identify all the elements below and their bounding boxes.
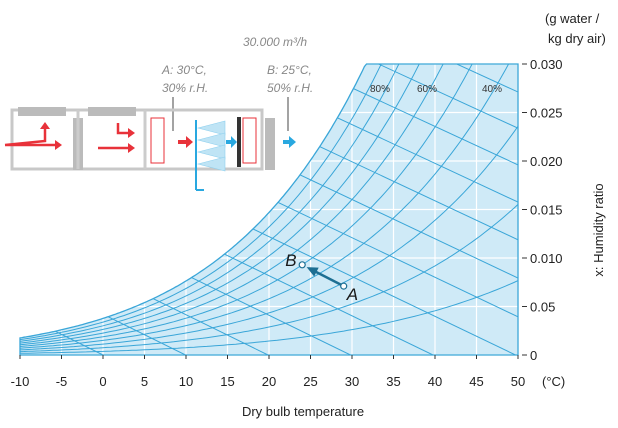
heating-coil-1	[150, 117, 165, 164]
process-line	[298, 261, 348, 290]
y-tick-label: 0.010	[530, 251, 563, 266]
x-unit-label: (°C)	[542, 374, 565, 389]
rh-curve	[20, 204, 518, 353]
point-b-label: B	[285, 251, 296, 270]
damper-top-2	[88, 107, 136, 116]
rh-curve	[20, 64, 518, 342]
x-tick-label: 35	[386, 374, 400, 389]
x-tick-label: 5	[141, 374, 148, 389]
x-tick-label: 40	[428, 374, 442, 389]
y-tick-label: 0.025	[530, 106, 563, 121]
state-a-line2: 30% r.H.	[162, 81, 208, 95]
x-tick-label: 15	[220, 374, 234, 389]
rh-curve	[20, 64, 518, 346]
y-unit-line1: (g water /	[545, 11, 600, 26]
enthalpy-line	[336, 64, 518, 355]
chart-outline	[19, 63, 519, 356]
y-tick-label: 0.020	[530, 154, 563, 169]
x-tick-label: -10	[11, 374, 30, 389]
axes: -10 -5 0 5 10 15 20 25 30 35 40 45 50 0 0.05 0.010 0.015…	[11, 57, 563, 389]
rh-label-40: 40%	[482, 84, 502, 95]
process-arrow-line	[313, 269, 345, 288]
state-b-line2: 50% r.H.	[267, 81, 313, 95]
spray-nozzles	[196, 120, 226, 172]
point-a-label: A	[346, 285, 358, 304]
warm-air-arrows	[4, 123, 130, 150]
eliminator	[237, 117, 241, 167]
rh-label-60: 60%	[417, 84, 437, 95]
point-a-marker	[340, 282, 348, 290]
airflow-label: 30.000 m³/h	[243, 35, 307, 49]
heating-coil-2	[242, 117, 257, 164]
y-tick-label: 0.05	[530, 300, 555, 315]
air-handling-unit-diagram: 30.000 m³/h A: 30°C, 30% r.H. B: 25°C, 5…	[4, 35, 313, 191]
x-tick-label: 25	[303, 374, 317, 389]
y-unit-line2: kg dry air)	[548, 31, 606, 46]
point-b-marker	[298, 261, 306, 269]
rh-curve	[20, 64, 518, 349]
x-axis-title: Dry bulb temperature	[242, 404, 364, 419]
rh-curve	[20, 280, 518, 354]
rh-curve	[20, 64, 518, 344]
process-arrow-head	[306, 267, 319, 277]
x-tick-label: -5	[56, 374, 68, 389]
rh-curve	[20, 126, 518, 351]
damper-top-1	[18, 107, 66, 116]
state-a-line1: A: 30°C,	[161, 63, 207, 77]
x-tick-label: 45	[469, 374, 483, 389]
y-tick-label: 0.030	[530, 57, 563, 72]
y-tick-label: 0.015	[530, 203, 563, 218]
rh-curve	[20, 64, 518, 347]
cool-air-arrows	[226, 136, 296, 148]
state-b-line1: B: 25°C,	[267, 63, 312, 77]
filter	[265, 118, 275, 170]
x-tick-label: 50	[511, 374, 525, 389]
enthalpy-line	[20, 64, 269, 355]
x-tick-label: 0	[99, 374, 106, 389]
enthalpy-line	[20, 64, 21, 355]
enthalpy-line	[20, 64, 104, 355]
x-tick-label: 30	[345, 374, 359, 389]
y-axis-title: x: Humidity ratio	[591, 183, 606, 276]
enthalpy-line	[258, 64, 518, 355]
x-tick-label: 20	[262, 374, 276, 389]
x-tick-label: 10	[179, 374, 193, 389]
rh-curve	[20, 64, 518, 341]
y-tick-label: 0	[530, 348, 537, 363]
rh-label-80: 80%	[370, 84, 390, 95]
